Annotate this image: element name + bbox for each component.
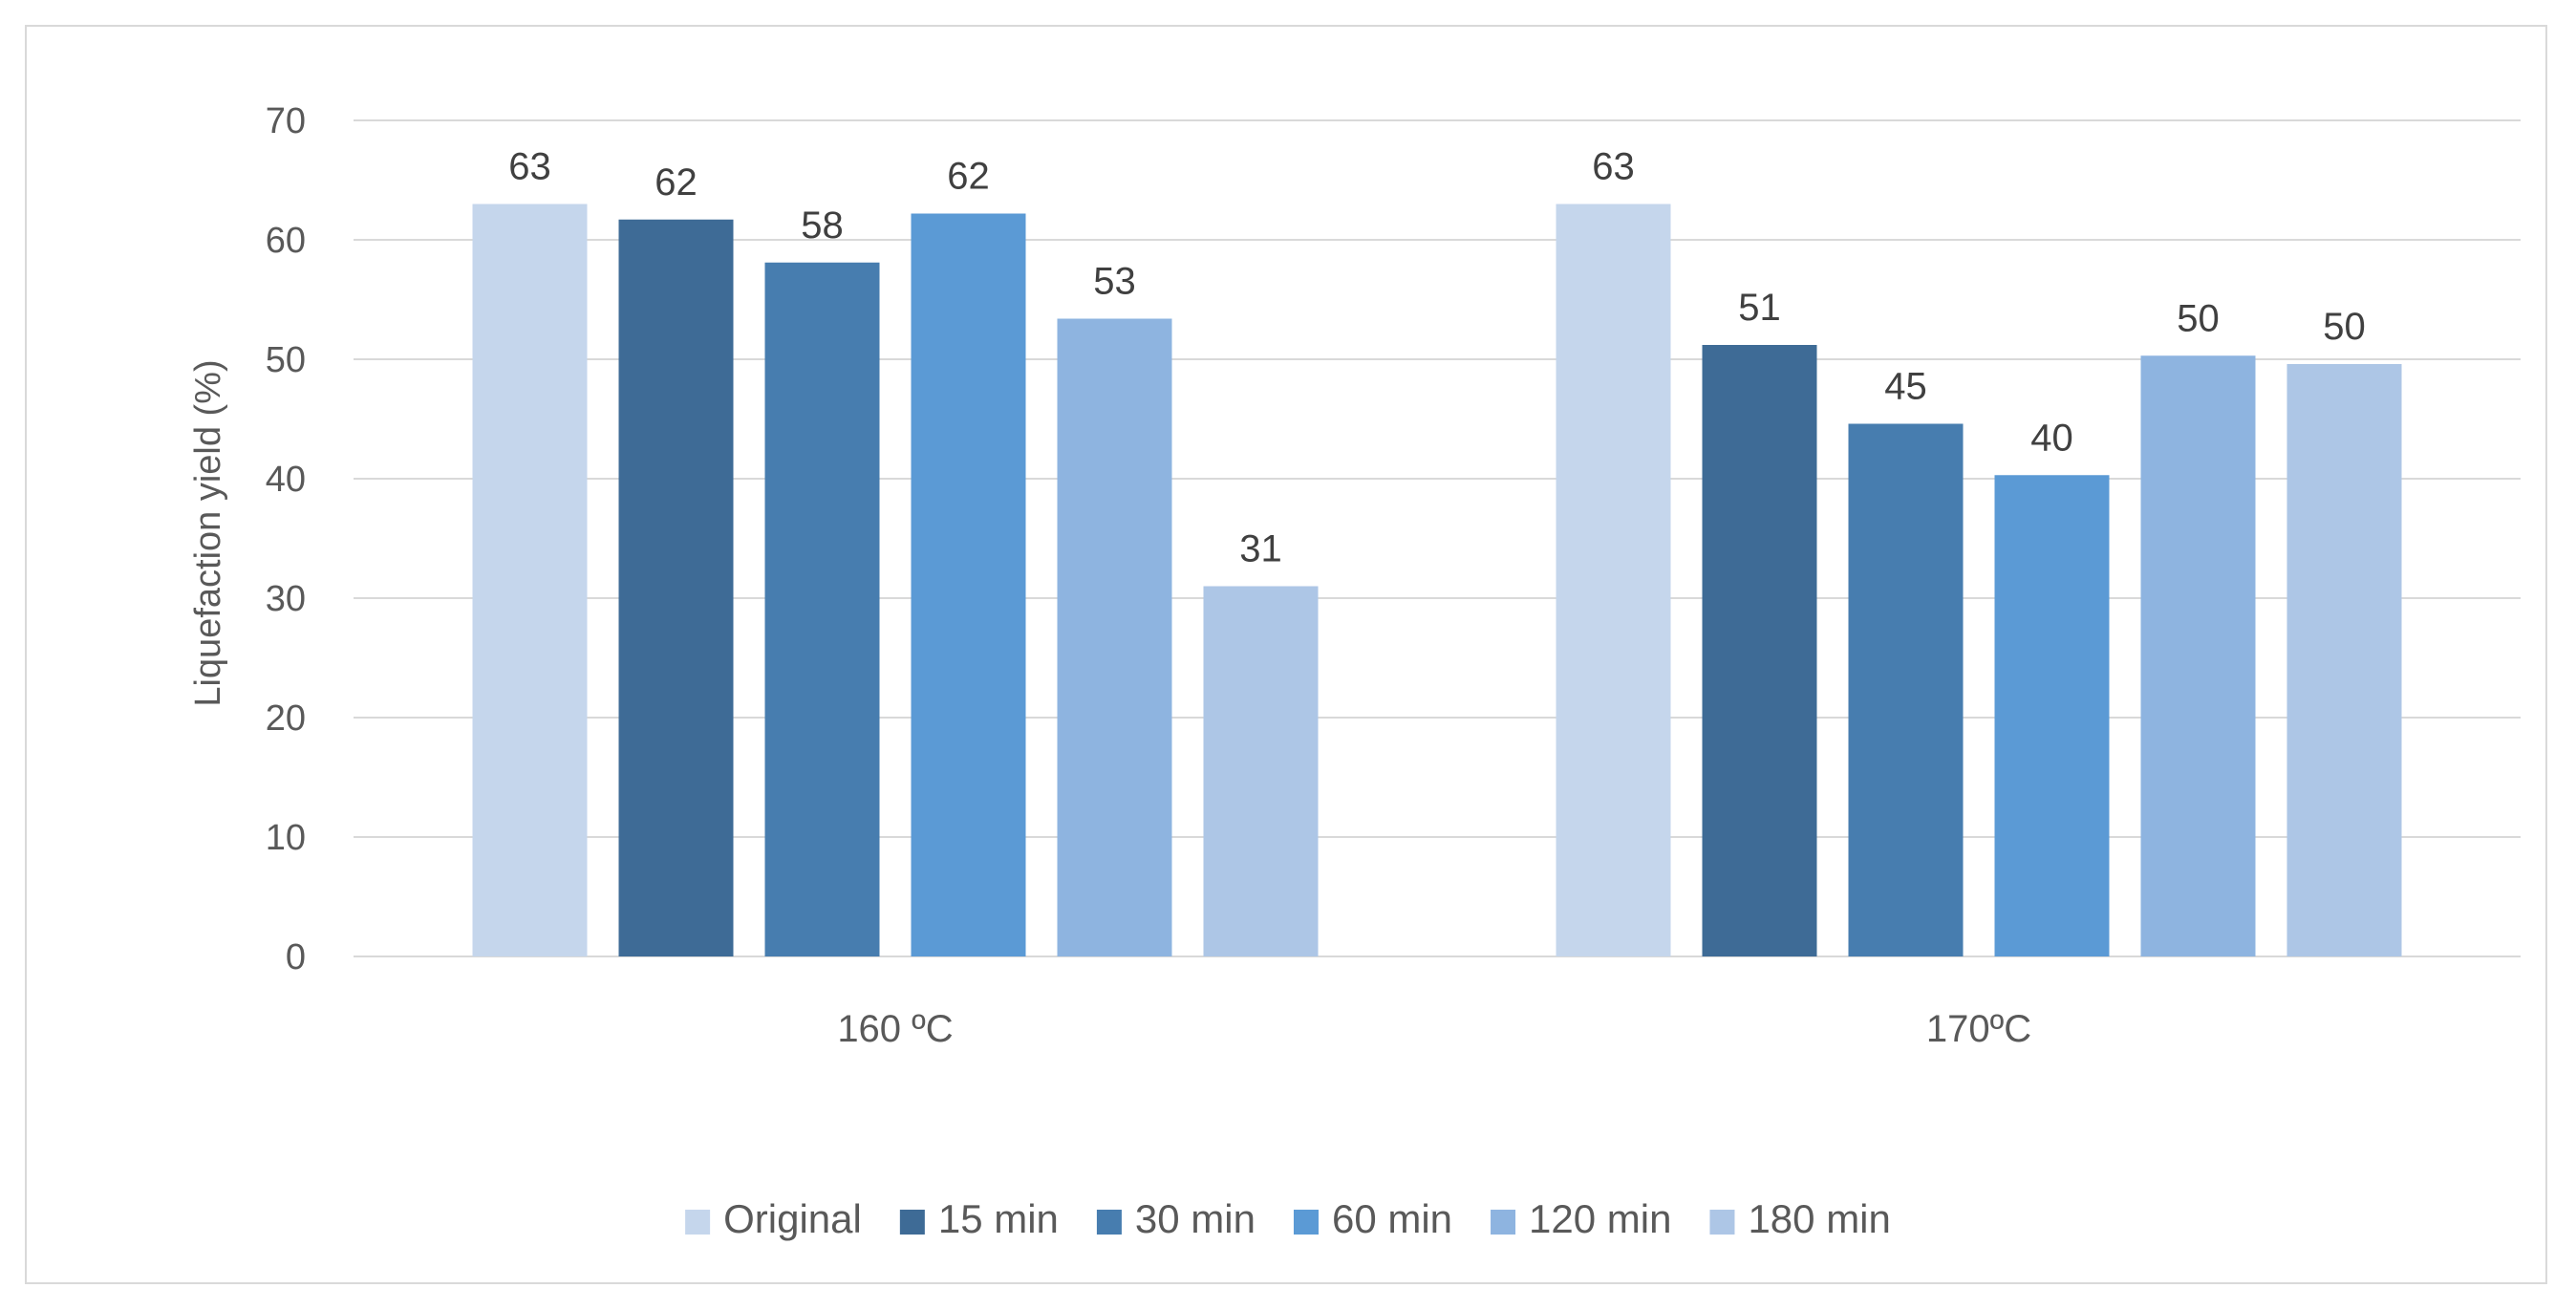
legend-label: Original [723,1196,862,1241]
bar-15-min-1 [618,219,734,956]
bar-15-min-2 [1702,345,1817,956]
chart-frame: 0 10 20 30 40 50 60 70 Liquefaction yield (%) 6… [25,25,2547,1284]
legend-item: Original [685,1196,862,1241]
bar-original-2 [1556,204,1671,956]
bar-60-min-2 [1994,475,2110,956]
legend-label: 180 min [1748,1196,1890,1241]
bar-120-min-1 [1057,318,1172,956]
x-category-label: 160 ºC [837,1008,953,1050]
legend-swatch [1293,1210,1319,1235]
legend-label: 60 min [1332,1196,1452,1241]
data-label: 63 [508,146,551,188]
y-tick-label: 30 [266,579,306,619]
bar-chart: 0 10 20 30 40 50 60 70 Liquefaction yield (%) 6… [188,101,2521,1241]
bar-180-min-2 [2286,364,2402,956]
bar-60-min-1 [911,213,1026,956]
legend-item: 15 min [899,1196,1059,1241]
y-tick-label: 70 [266,101,306,141]
data-label: 63 [1592,146,1635,188]
legend-swatch [1096,1210,1122,1235]
data-label: 62 [947,156,990,198]
data-label: 45 [1884,366,1927,408]
legend-swatch [1709,1210,1735,1235]
y-tick-label: 60 [266,221,306,261]
data-label: 62 [655,161,698,204]
y-tick-label: 40 [266,460,306,500]
bar-180-min-1 [1203,586,1319,956]
bar-30-min-2 [1848,423,1964,956]
data-label: 51 [1738,287,1781,329]
data-label: 40 [2030,417,2073,459]
y-tick-label: 20 [266,698,306,739]
data-label: 50 [2177,297,2220,339]
data-label: 58 [801,204,844,247]
legend-label: 30 min [1135,1196,1256,1241]
legend-swatch [685,1210,711,1235]
legend-item: 180 min [1709,1196,1891,1241]
bar-30-min-1 [764,262,880,956]
legend-item: 120 min [1491,1196,1671,1241]
y-tick-label: 0 [286,937,306,977]
y-axis-title: Liquefaction yield (%) [188,359,228,706]
legend: Original 15 min 30 min 60 min 120 min 180 min [685,1196,1891,1241]
y-axis-ticks: 0 10 20 30 40 50 60 70 [266,101,306,977]
x-category-label: 170ºC [1926,1008,2031,1050]
legend-swatch [1491,1210,1516,1235]
y-tick-label: 50 [266,340,306,380]
data-label: 31 [1239,528,1282,570]
y-tick-label: 10 [266,818,306,858]
data-label: 53 [1093,261,1136,303]
legend-label: 120 min [1529,1196,1671,1241]
x-axis-categories: 160 ºC 170ºC [837,1008,2031,1050]
data-label: 50 [2323,306,2366,348]
bar-original-1 [472,204,588,956]
bar-120-min-2 [2140,355,2256,956]
legend-item: 60 min [1293,1196,1452,1241]
legend-label: 15 min [938,1196,1059,1241]
legend-swatch [899,1210,925,1235]
data-labels: 63 62 58 62 53 31 63 51 45 40 50 50 [508,146,2366,570]
bars [472,204,2402,956]
legend-item: 30 min [1096,1196,1256,1241]
